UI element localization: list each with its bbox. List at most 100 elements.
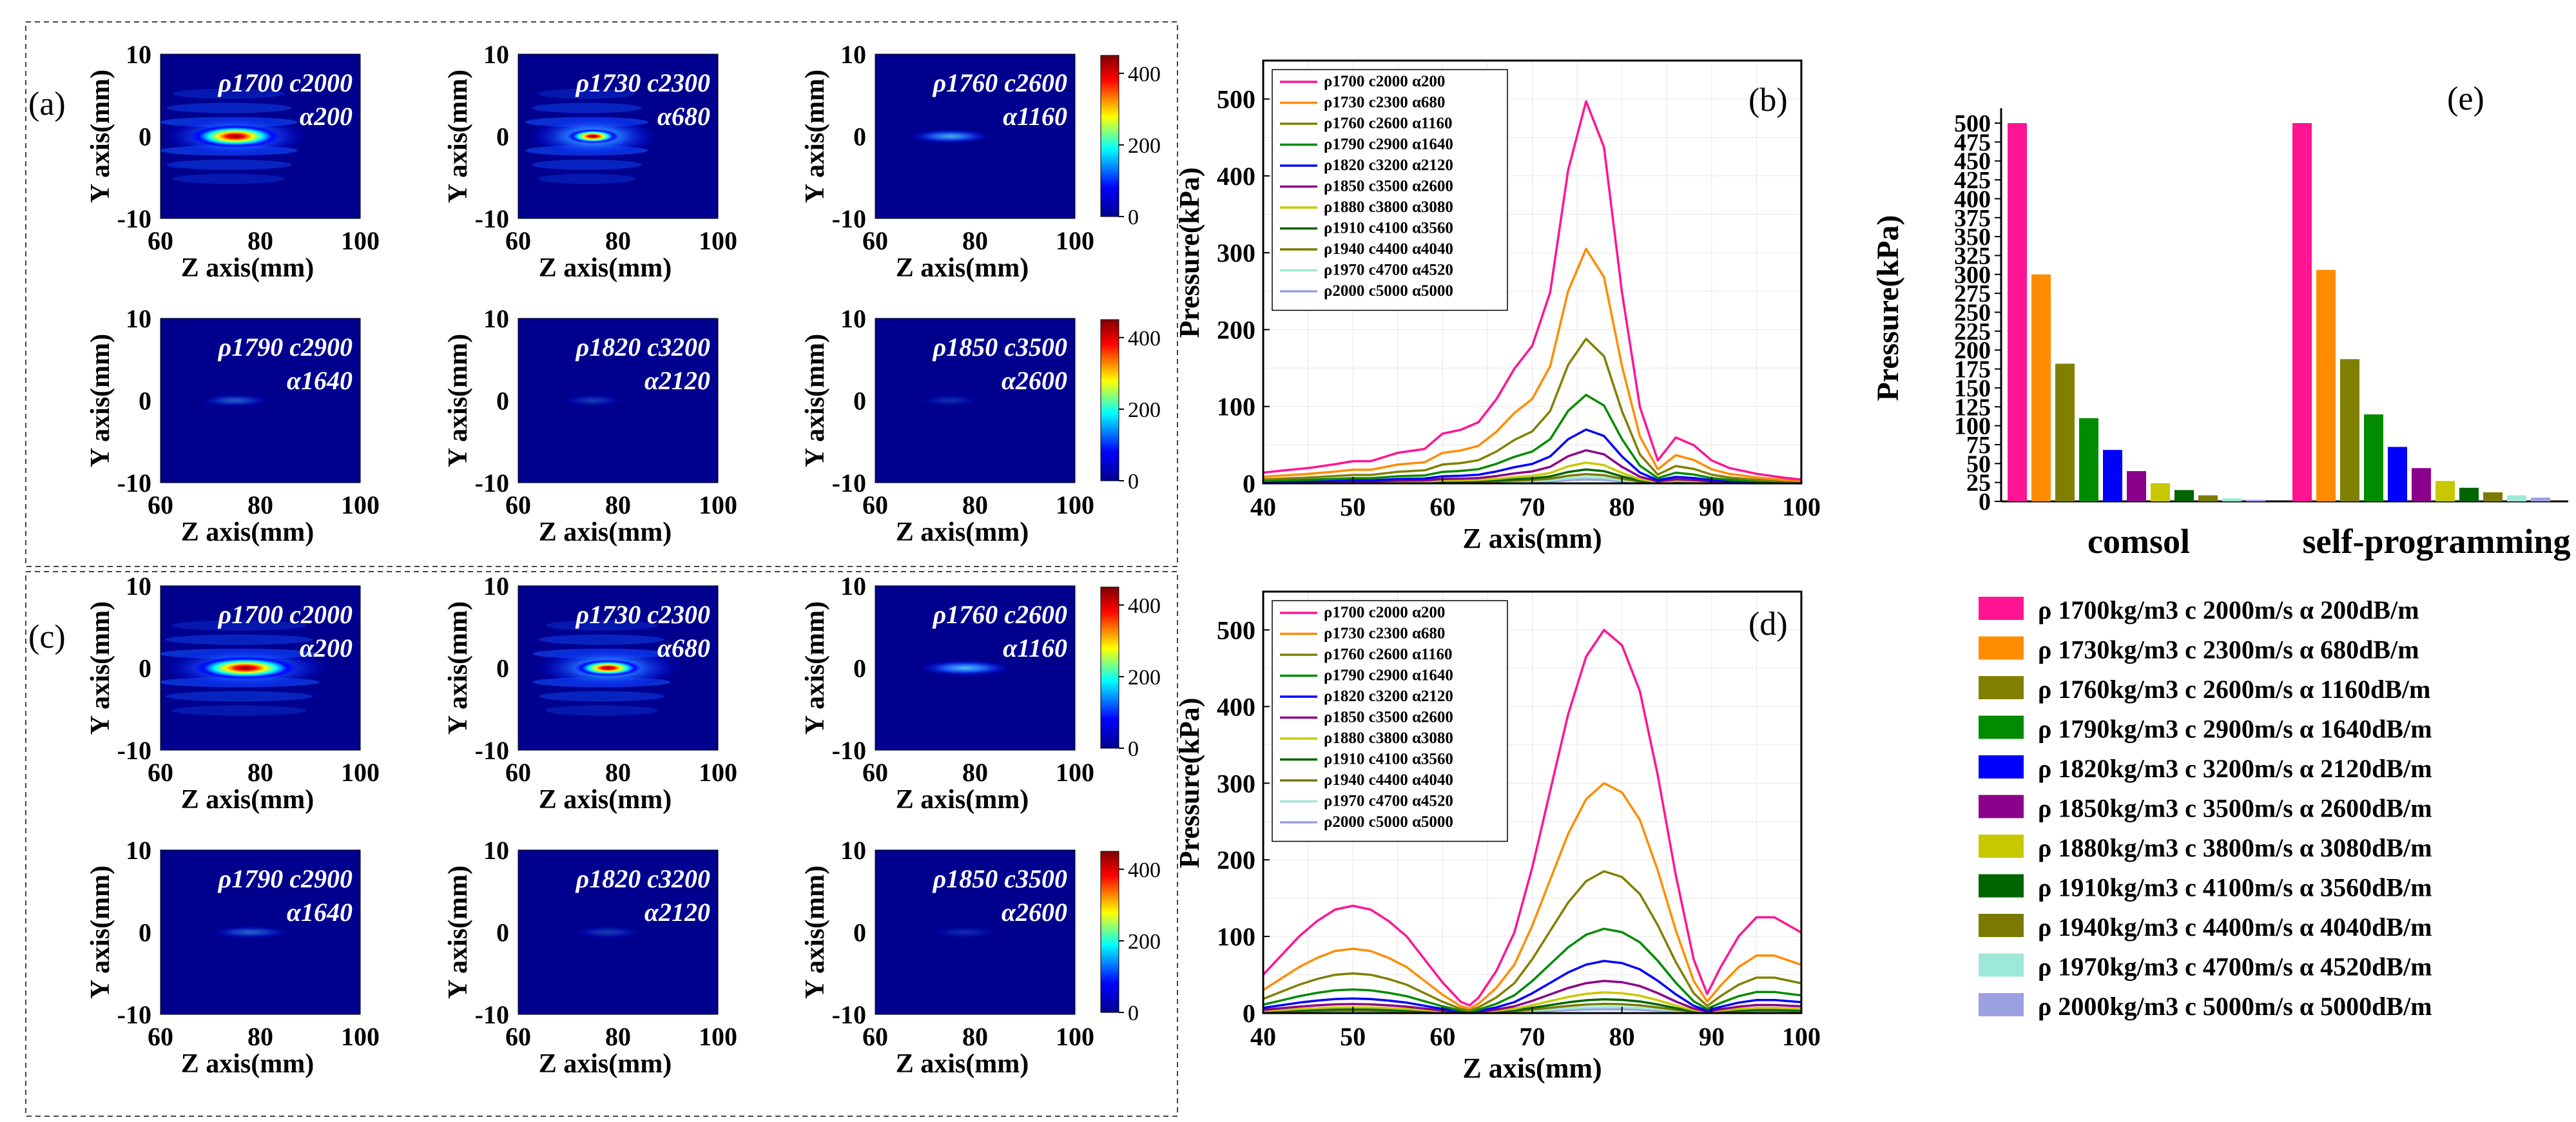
heatmap-label-line2: α200	[300, 634, 353, 663]
fringe	[166, 102, 292, 113]
focal-spot	[192, 656, 298, 680]
x-tick-label: 60	[505, 226, 531, 255]
y-tick-label: 10	[483, 304, 509, 333]
x-tick-label: 60	[1429, 1022, 1455, 1051]
x-tick-label: 80	[1609, 492, 1635, 521]
legend-label: ρ1730 c2300 α680	[1324, 94, 1445, 111]
colorbar-tick-label: 0	[1128, 206, 1139, 229]
focal-spot	[920, 394, 981, 407]
x-tick-label: 60	[148, 490, 173, 519]
fringe	[531, 102, 642, 113]
colorbar-tick-label: 400	[1128, 63, 1161, 86]
x-tick-label: 100	[1056, 490, 1094, 519]
y-axis-label: Pressure(kPa)	[1174, 698, 1205, 869]
x-tick-label: 80	[605, 490, 631, 519]
y-tick-label: 225	[1954, 318, 1991, 345]
x-tick-label: 100	[1056, 758, 1094, 787]
y-tick-label: 400	[1954, 186, 1991, 213]
category-label: comsol	[2087, 522, 2190, 561]
series-line-5	[1263, 428, 1802, 484]
fringe	[537, 88, 635, 99]
y-tick-label: -10	[117, 1000, 151, 1029]
legend-swatch	[1979, 914, 2024, 937]
legend-label: ρ1730 c2300 α680	[1324, 625, 1445, 643]
fringe	[545, 620, 658, 631]
y-axis-label: Y axis(mm)	[443, 334, 473, 467]
legend-label: ρ 1790kg/m3 c 2900m/s α 1640dB/m	[2038, 715, 2432, 744]
colorbar-4: 400 200 0	[1100, 851, 1161, 1025]
panel-letter: (c)	[28, 619, 66, 655]
bar-comsol-3	[2055, 363, 2075, 501]
y-tick-label: 300	[1217, 238, 1255, 267]
x-tick-label: 60	[862, 1022, 888, 1051]
legend-swatch	[1979, 715, 2024, 739]
y-tick-label: 500	[1954, 110, 1991, 137]
series-line-4	[1263, 394, 1802, 484]
y-tick-label: 10	[483, 836, 509, 865]
heatmap-border	[875, 53, 1076, 219]
x-tick-label: 100	[699, 1022, 737, 1051]
y-tick-label: -10	[832, 736, 866, 765]
legend-label: ρ1910 c4100 α3560	[1324, 220, 1453, 237]
legend-swatch	[1979, 676, 2024, 699]
legend-swatch	[1979, 953, 2024, 977]
focal-spot	[929, 925, 1001, 939]
legend-label: ρ1940 c4400 α4040	[1324, 771, 1453, 789]
heatmap-border	[160, 53, 361, 219]
colorbar-scale	[1100, 55, 1119, 217]
y-tick-label: -10	[117, 204, 151, 233]
y-axis-label: Y axis(mm)	[86, 866, 115, 999]
legend-label: ρ 1970kg/m3 c 4700m/s α 4520dB/m	[2038, 953, 2432, 982]
colorbar-tick-label: 0	[1128, 470, 1139, 494]
fringe	[165, 634, 313, 645]
heatmap-label-line1: ρ1790 c2900	[218, 864, 353, 893]
bar-self-programming-9	[2483, 492, 2503, 501]
x-tick-label: 100	[1056, 226, 1094, 255]
bar-comsol-9	[2198, 495, 2218, 501]
bar-self-programming-3	[2340, 359, 2359, 501]
y-tick-label: 350	[1954, 224, 1991, 251]
legend: ρ1700 c2000 α200 ρ1730 c2300 α680 ρ1760 c2…	[1272, 600, 1508, 842]
legend-label: ρ1700 c2000 α200	[1324, 604, 1445, 621]
y-tick-label: 0	[853, 122, 866, 151]
y-tick-label: 175	[1954, 356, 1991, 383]
x-tick-label: 60	[148, 226, 173, 255]
legend-label: ρ1760 c2600 α1160	[1324, 646, 1453, 663]
y-tick-label: 0	[853, 918, 866, 947]
x-tick-label: 90	[1699, 492, 1725, 521]
heatmap-border	[160, 318, 361, 483]
y-tick-label: 275	[1954, 280, 1991, 307]
panel-letter: (d)	[1748, 606, 1788, 643]
series-line-2	[1263, 782, 1802, 1010]
legend-swatch	[1979, 835, 2024, 858]
bar-self-programming-7	[2436, 481, 2455, 501]
x-axis-label: Z axis(mm)	[181, 1049, 314, 1079]
x-tick-label: 80	[247, 1022, 273, 1051]
y-tick-label: 375	[1954, 205, 1991, 232]
focal-spot	[909, 129, 991, 144]
fringe	[171, 705, 307, 716]
y-tick-label: 250	[1954, 300, 1991, 327]
focal-spot	[575, 659, 641, 677]
bar-legend: ρ 1700kg/m3 c 2000m/s α 200dB/m ρ 1730kg/…	[1979, 595, 2432, 1021]
y-tick-label: 400	[1217, 162, 1255, 191]
y-tick-label: 450	[1954, 148, 1991, 175]
x-tick-label: 100	[699, 758, 737, 787]
x-tick-label: 70	[1520, 1022, 1545, 1051]
y-tick-label: 100	[1954, 413, 1991, 440]
y-tick-label: -10	[117, 736, 151, 765]
heatmap-label-line1: ρ1820 c3200	[576, 333, 710, 362]
heatmap-border	[160, 849, 361, 1015]
legend-label: ρ 1940kg/m3 c 4400m/s α 4040dB/m	[2038, 913, 2432, 942]
x-tick-label: 50	[1340, 492, 1366, 521]
x-tick-label: 60	[862, 226, 888, 255]
y-tick-label: -10	[832, 204, 866, 233]
x-axis-label: Z axis(mm)	[181, 785, 314, 815]
fringe	[173, 173, 286, 184]
heatmap-label-line1: ρ1790 c2900	[218, 333, 353, 362]
x-axis-label: Z axis(mm)	[896, 1049, 1029, 1079]
